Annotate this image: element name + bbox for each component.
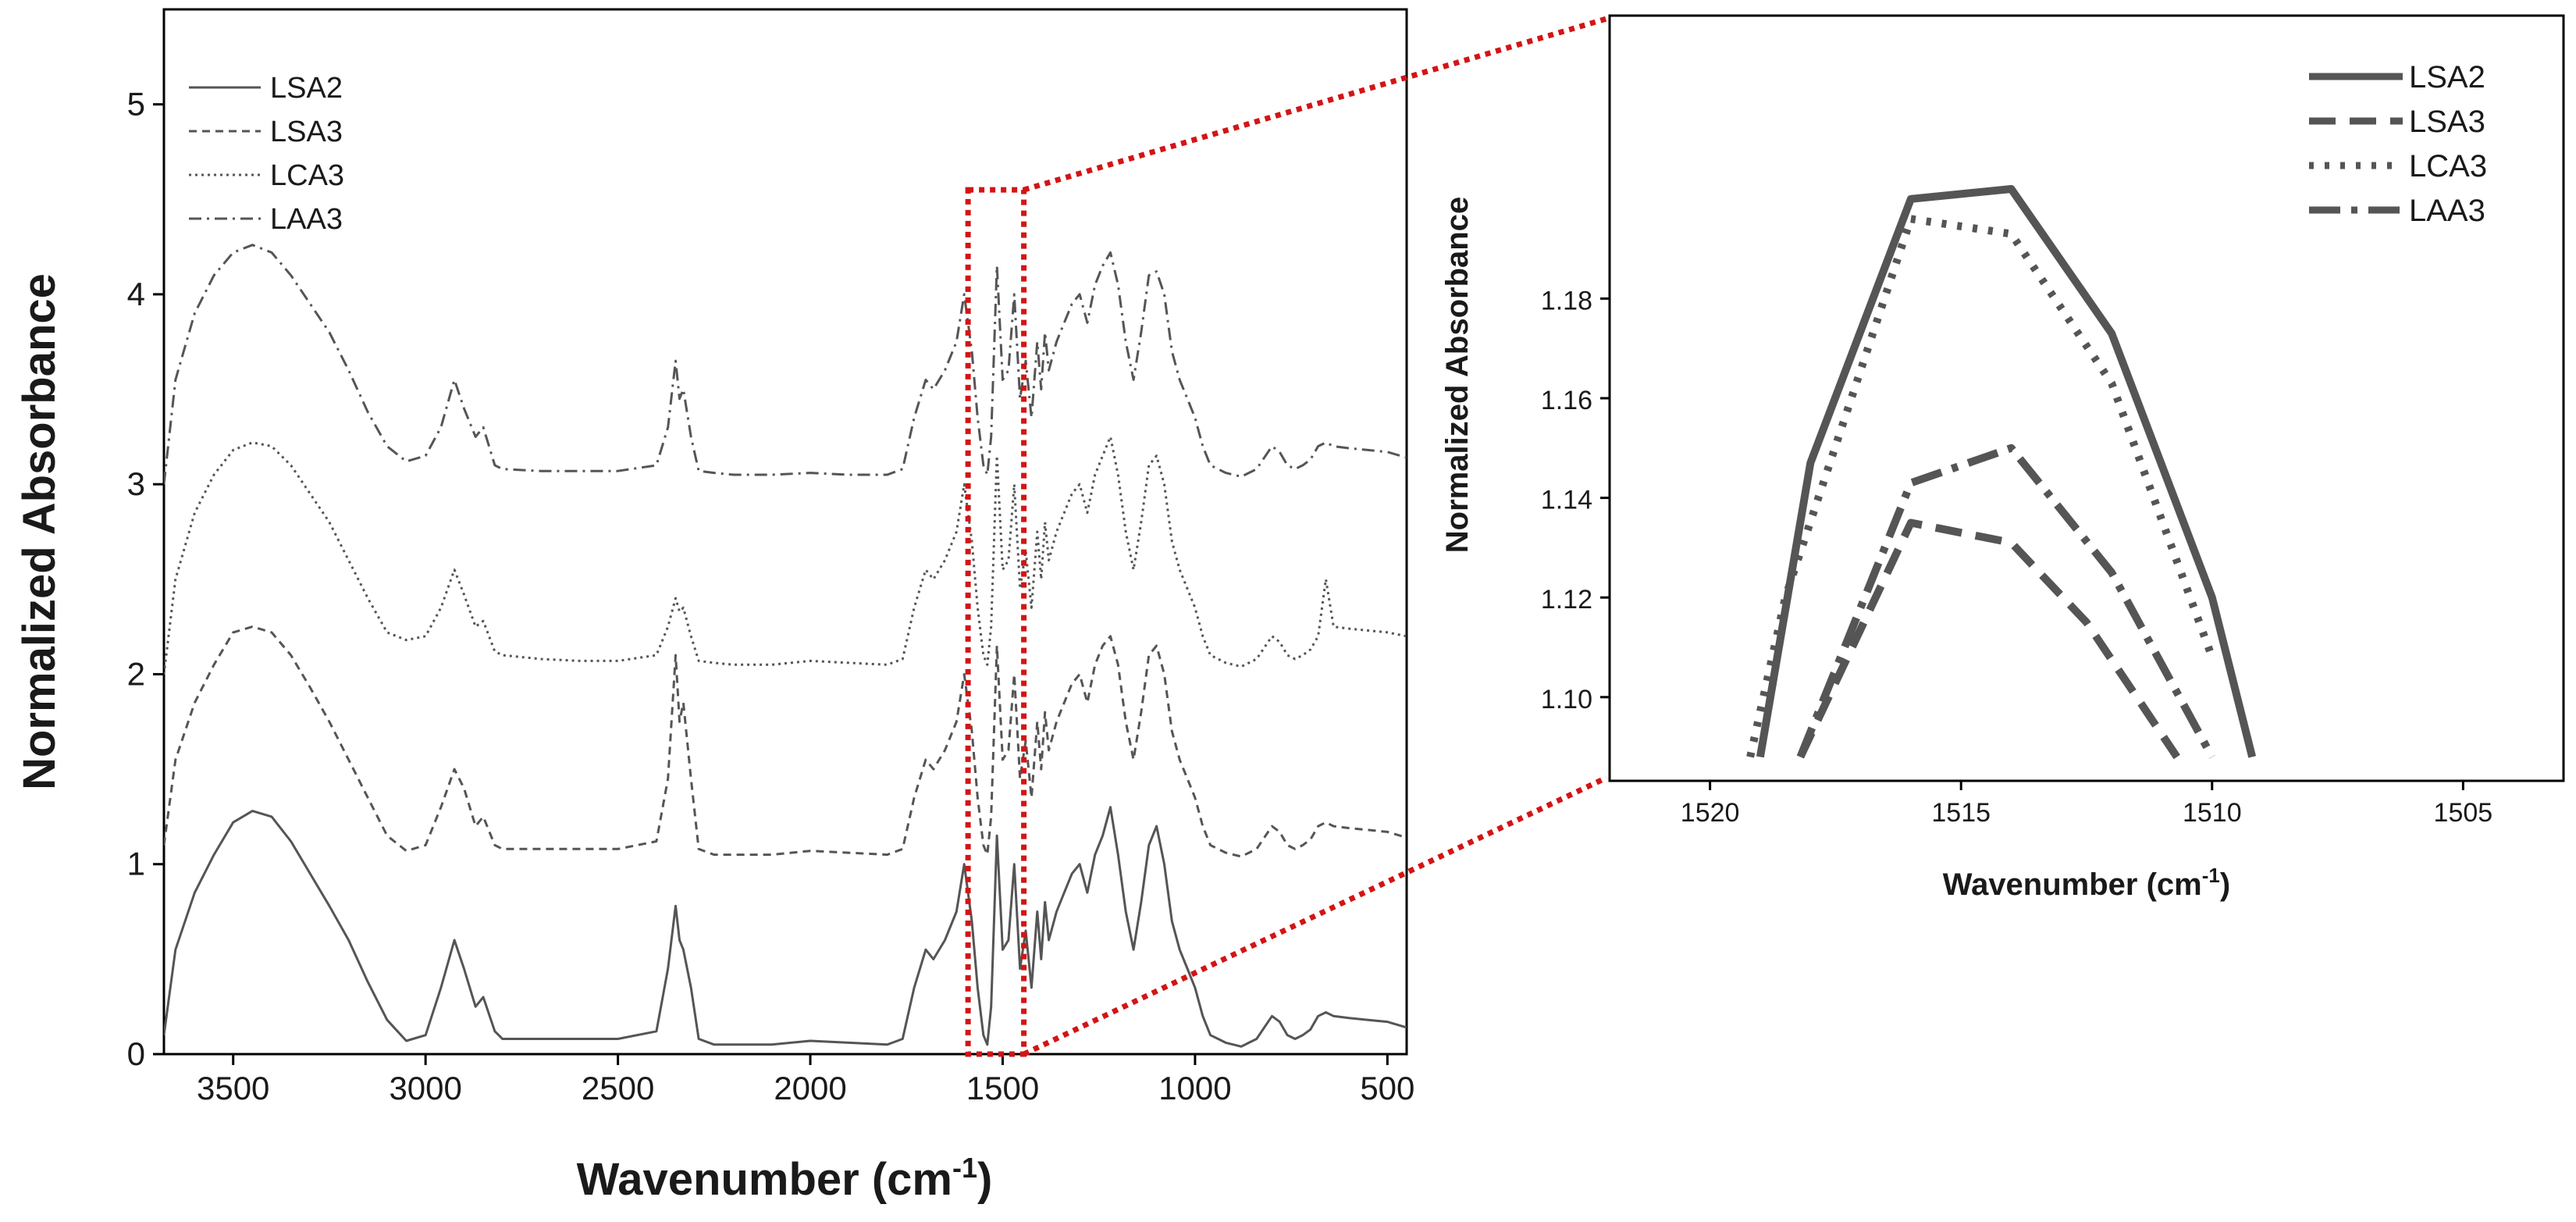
main-legend-label-lsa2: LSA2 [270,72,343,105]
main-plot-frame [162,8,1408,1056]
inset-legend: LSA2 LSA3 LCA3 LAA3 [2309,60,2487,228]
inset-series-laa3-line [1796,444,2216,759]
inset-series-group [1746,185,2257,760]
main-x-tick-label: 3000 [389,1070,461,1106]
main-y-tick-label: 0 [127,1035,145,1072]
inset-x-ticks: 1520 1515 1510 1505 [1681,781,2492,828]
main-series-lsa2-line [164,806,1407,1048]
main-legend-label-lca3: LCA3 [270,159,344,192]
main-x-tick-label: 1000 [1158,1070,1231,1106]
inset-legend-label-lsa2: LSA2 [2409,60,2485,94]
main-x-tick-label: 1500 [966,1070,1039,1106]
main-y-tick-label: 2 [127,655,145,692]
inset-legend-label-lca3: LCA3 [2409,149,2487,183]
main-y-tick-label: 3 [127,465,145,502]
main-y-tick-label: 4 [127,276,145,312]
main-legend-label-lsa3: LSA3 [270,116,343,148]
inset-x-axis-title-close: ) [2220,868,2230,902]
zoom-connector-bottom [1023,775,1608,1057]
main-x-axis-title-text: Wavenumber (cm [577,1154,952,1205]
inset-series-lsa2-line [1756,185,2257,758]
main-legend-label-laa3: LAA3 [270,203,343,236]
main-y-ticks: 0 1 2 3 4 5 [127,86,164,1072]
main-y-tick-label: 5 [127,86,145,123]
main-y-tick-label: 1 [127,846,145,882]
main-x-tick-label: 2000 [774,1070,846,1106]
main-y-axis-title: Normalized Absorbance [14,273,65,790]
main-legend: LSA2 LSA3 LCA3 LAA3 [189,72,344,236]
inset-x-tick-label: 1515 [1931,798,1991,828]
inset-legend-label-lsa3: LSA3 [2409,105,2485,139]
main-series-lca3-line [164,435,1407,675]
inset-y-ticks: 1.10 1.12 1.14 1.16 1.18 [1541,286,1610,714]
inset-y-axis-title: Normalized Absorbance [1440,197,1475,553]
main-x-axis-title-superscript: -1 [952,1152,977,1184]
inset-x-tick-label: 1520 [1681,798,1740,828]
inset-x-tick-label: 1510 [2183,798,2242,828]
main-x-tick-label: 2500 [582,1070,654,1106]
main-x-ticks: 3500 3000 2500 2000 1500 1000 500 [197,1054,1414,1106]
main-series-laa3-line [164,244,1407,485]
inset-y-tick-label: 1.16 [1541,386,1592,415]
inset-series-lsa3-line [1796,518,2180,760]
inset-y-tick-label: 1.14 [1541,486,1592,515]
inset-x-axis-title: Wavenumber (cm-1) [1943,864,2230,902]
inset-legend-label-laa3: LAA3 [2409,194,2485,228]
zoom-connector-top [1023,16,1607,193]
inset-x-axis-title-text: Wavenumber (cm [1943,868,2202,902]
main-series-group [164,244,1407,1048]
inset-y-tick-label: 1.18 [1541,286,1592,315]
inset-y-tick-label: 1.12 [1541,585,1592,615]
main-x-tick-label: 3500 [197,1070,269,1106]
inset-panel: 1520 1515 1510 1505 1.10 1.12 1.14 1.16 1.18 LS… [1440,14,2565,902]
main-x-axis-title: Wavenumber (cm-1) [577,1152,993,1205]
inset-x-axis-title-superscript: -1 [2202,864,2220,887]
main-series-lsa3-line [164,625,1407,858]
main-x-tick-label: 500 [1360,1070,1414,1106]
inset-series-lca3-line [1746,215,2216,758]
inset-y-tick-label: 1.10 [1541,685,1592,714]
inset-x-tick-label: 1505 [2434,798,2493,828]
main-x-axis-title-close: ) [977,1154,992,1205]
zoom-callout [965,16,1608,1057]
